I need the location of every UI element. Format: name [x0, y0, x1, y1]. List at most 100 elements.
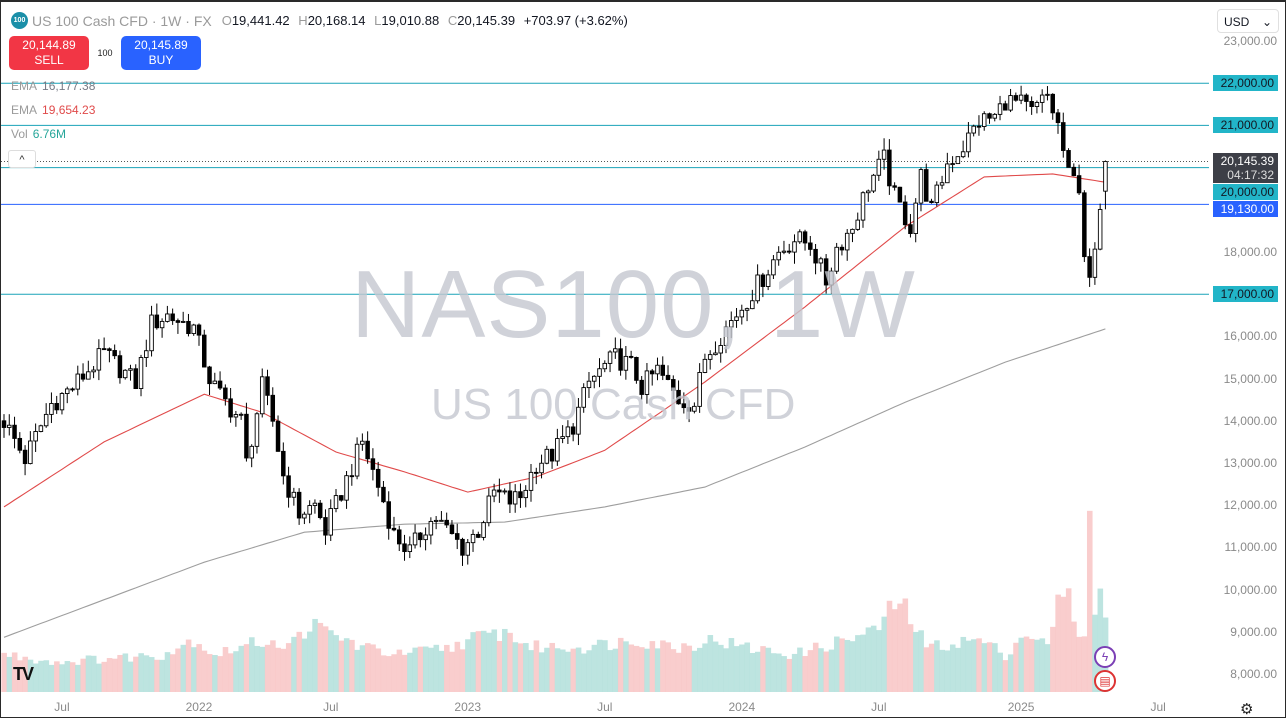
current-price-tag: 20,145.39 04:17:32 [1213, 153, 1278, 183]
x-tick-label: 2025 [1007, 700, 1035, 714]
volume-bar [259, 646, 266, 692]
candle-body [159, 320, 165, 329]
candle-body [607, 351, 613, 364]
candle-body [191, 324, 196, 335]
y-tick-label: 8,000.00 [1230, 667, 1277, 681]
candle-body [987, 113, 992, 119]
sell-button[interactable]: 20,144.89 SELL [9, 36, 89, 70]
candle-body [138, 357, 144, 390]
candle-body [823, 258, 829, 286]
buy-price: 20,145.89 [134, 38, 188, 52]
volume-bar [301, 638, 308, 692]
candle-body [238, 413, 244, 416]
volume-bar [396, 649, 403, 692]
volume-bar [781, 656, 787, 692]
volume-bar [907, 624, 914, 692]
candle-body [597, 368, 602, 377]
volume-bar [939, 649, 945, 692]
x-tick-label: 2023 [454, 700, 482, 714]
volume-bar [227, 653, 234, 692]
candle-body [665, 374, 671, 380]
y-tick-label: 16,000.00 [1223, 329, 1277, 344]
candle-body [1055, 112, 1061, 124]
settings-gear-icon[interactable]: ⚙ [1240, 701, 1254, 718]
candle-body [523, 489, 528, 499]
volume-bar [1029, 638, 1035, 692]
candle-body [565, 426, 571, 438]
buy-button[interactable]: 20,145.89 BUY [121, 36, 201, 70]
candle-body [976, 125, 982, 128]
candle-body [17, 437, 23, 451]
volume-bar [275, 647, 281, 692]
volume-bar [754, 651, 761, 692]
candle-body [1076, 175, 1082, 194]
symbol-header: 100 US 100 Cash CFD · 1W · FX O19,441.42… [11, 12, 633, 29]
candle-body [1003, 103, 1008, 111]
candle-body [866, 190, 871, 194]
x-tick-label: 2024 [728, 700, 756, 714]
volume-bar [502, 628, 508, 692]
quantity[interactable]: 100 [97, 48, 113, 58]
volume-bar [512, 642, 519, 692]
candle-body [697, 372, 702, 407]
sell-label: SELL [34, 53, 64, 67]
volume-bar [812, 642, 819, 692]
volume-bar [428, 647, 434, 692]
volume-bar [43, 660, 50, 692]
volume-bar [317, 622, 324, 692]
candle-body [681, 403, 687, 409]
candle-body [834, 246, 839, 272]
volume-bar [491, 629, 498, 692]
candle-body [850, 228, 855, 234]
volume-bar [681, 643, 687, 692]
volume-bar [691, 650, 698, 692]
candle-body [186, 320, 191, 335]
volume-bar [538, 652, 545, 692]
volume-bar [612, 648, 619, 692]
symbol-title[interactable]: US 100 Cash CFD · 1W · FX [32, 12, 212, 29]
volume-bar [549, 642, 556, 692]
currency-select[interactable]: USD ⌄ [1217, 9, 1279, 33]
candle-body [339, 495, 344, 501]
candle-body [476, 533, 481, 538]
volume-bar [159, 659, 166, 692]
open-value: 19,441.42 [231, 13, 290, 28]
volume-bar [1097, 588, 1104, 692]
candle-body [960, 151, 966, 158]
candle-body [534, 471, 539, 474]
volume-bar [270, 640, 276, 692]
candle-body [349, 475, 355, 478]
candle-body [829, 270, 834, 286]
volume-bar [1060, 596, 1067, 692]
volume-bar [633, 645, 640, 692]
collapse-legend-button[interactable]: ^ [8, 150, 36, 168]
ema-slow-line [3, 328, 1106, 638]
indicator-ema-fast[interactable]: EMA 19,654.23 [11, 103, 95, 117]
candle-body [570, 426, 576, 435]
candle-body [934, 184, 940, 204]
volume-bar [839, 638, 845, 692]
indicator-ema-slow[interactable]: EMA 16,177.38 [11, 79, 95, 93]
candle-body [54, 403, 59, 411]
volume-bar [712, 641, 719, 692]
volume-bar [675, 652, 682, 692]
volume-bar [48, 664, 55, 692]
candle-body [1039, 94, 1045, 103]
volume-bar [844, 639, 851, 692]
volume-bar [217, 656, 224, 692]
lightning-event-icon[interactable]: ϟ [1094, 646, 1116, 668]
candle-body [860, 192, 866, 221]
candle-body [354, 443, 360, 477]
volume-bar [90, 655, 97, 692]
symbol-logo-icon[interactable]: 100 [11, 12, 28, 29]
volume-bar [1, 652, 7, 692]
us-flag-event-icon[interactable]: ▤ [1094, 670, 1116, 692]
candle-body [249, 445, 254, 459]
volume-bar [438, 650, 445, 692]
indicator-name: Vol [11, 127, 28, 141]
candle-body [481, 522, 486, 538]
volume-bar [1023, 636, 1030, 692]
indicator-volume[interactable]: Vol 6.76M [11, 127, 66, 141]
tradingview-logo[interactable]: TV [13, 664, 34, 684]
